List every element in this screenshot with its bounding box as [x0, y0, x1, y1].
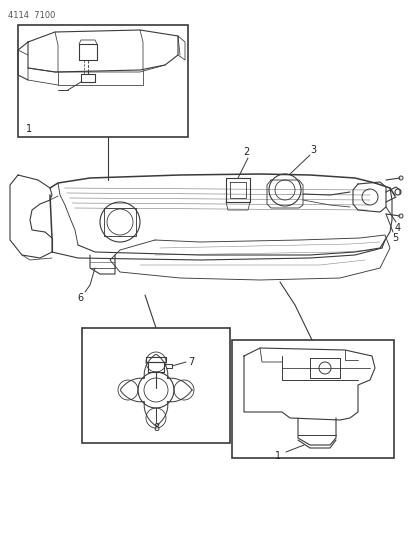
Bar: [82, 328, 230, 443]
Text: 1: 1: [275, 451, 281, 461]
Text: 8: 8: [153, 423, 159, 433]
Bar: [232, 340, 394, 458]
Text: 5: 5: [392, 233, 398, 243]
Text: 7: 7: [188, 357, 194, 367]
Text: 4114  7100: 4114 7100: [8, 12, 55, 20]
Text: 2: 2: [243, 147, 249, 157]
Bar: [18, 25, 188, 137]
Text: 1: 1: [26, 124, 32, 134]
Text: 6: 6: [77, 293, 83, 303]
Text: 3: 3: [310, 145, 316, 155]
Text: 4: 4: [395, 223, 401, 233]
